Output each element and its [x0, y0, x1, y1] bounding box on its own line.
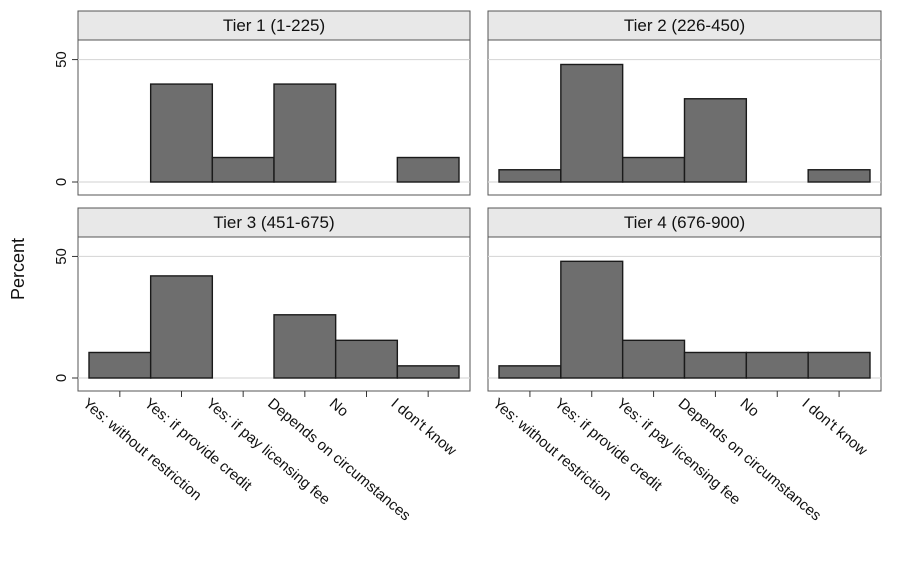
bar [151, 84, 213, 182]
bar [561, 261, 623, 378]
bar [336, 340, 398, 378]
panel-title: Tier 3 (451-675) [213, 213, 334, 232]
bar [499, 366, 561, 378]
x-tick-label: Yes: if provide credit [551, 395, 666, 495]
y-tick-label: 0 [53, 178, 70, 186]
bar [151, 276, 213, 378]
bar [499, 170, 561, 182]
bar [623, 158, 685, 182]
bar [808, 170, 870, 182]
x-tick-label: Yes: if provide credit [141, 395, 256, 495]
x-tick-label: I don't know [388, 395, 460, 459]
bar [808, 352, 870, 378]
bar [274, 84, 336, 182]
bar [685, 99, 747, 182]
x-tick-label: Yes: without restriction [489, 395, 614, 504]
y-tick-label: 50 [53, 51, 70, 68]
y-axis-label: Percent [8, 238, 28, 300]
bar [623, 340, 685, 378]
y-tick-label: 50 [53, 248, 70, 265]
bar [212, 158, 274, 182]
panel-title: Tier 1 (1-225) [223, 16, 325, 35]
x-tick-label: No [326, 395, 352, 420]
bar [274, 315, 336, 378]
x-tick-label: I don't know [799, 395, 871, 459]
panel-title: Tier 2 (226-450) [624, 16, 745, 35]
y-tick-label: 0 [53, 374, 70, 382]
bar [746, 352, 808, 378]
bar [561, 64, 623, 182]
bar [685, 352, 747, 378]
bar [397, 158, 459, 182]
x-tick-label: Yes: if pay licensing fee [203, 395, 334, 508]
panel-title: Tier 4 (676-900) [624, 213, 745, 232]
x-tick-label: Yes: if pay licensing fee [613, 395, 744, 508]
bar [397, 366, 459, 378]
x-tick-label: Yes: without restriction [79, 395, 204, 504]
x-tick-label: No [737, 395, 763, 420]
bar [89, 352, 151, 378]
